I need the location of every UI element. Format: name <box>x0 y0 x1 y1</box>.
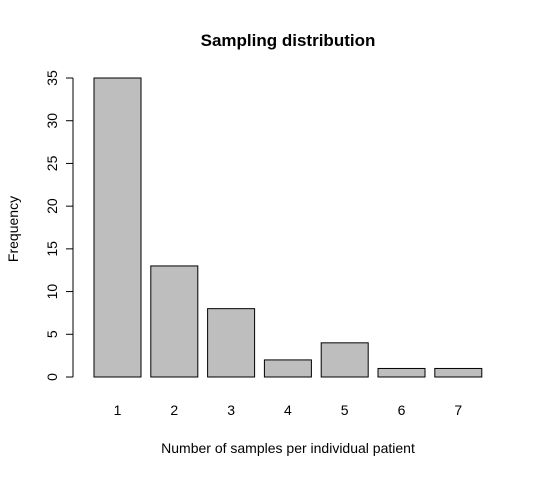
bar-4 <box>263 359 312 378</box>
x-axis-label: Number of samples per individual patient <box>161 440 415 456</box>
x-tick-label: 4 <box>284 402 292 418</box>
bar-7 <box>434 367 483 378</box>
x-tick-labels: 1 2 3 4 5 6 7 <box>114 402 463 418</box>
y-tick-label: 30 <box>44 113 60 129</box>
x-tick-label: 7 <box>454 402 462 418</box>
y-axis-label: Frequency <box>5 196 21 262</box>
bar-1 <box>93 77 142 378</box>
x-tick-label: 3 <box>227 402 235 418</box>
x-tick-label: 5 <box>341 402 349 418</box>
bar-5 <box>320 342 369 378</box>
x-tick-label: 2 <box>170 402 178 418</box>
y-tick-label: 15 <box>44 241 60 257</box>
x-tick-label: 1 <box>114 402 122 418</box>
chart-title: Sampling distribution <box>201 31 376 50</box>
y-tick-label: 25 <box>44 155 60 171</box>
y-axis: 0 5 10 15 20 25 30 35 <box>44 70 74 381</box>
y-tick-label: 35 <box>44 70 60 86</box>
y-tick-label: 0 <box>44 373 60 381</box>
y-tick-label: 5 <box>44 330 60 338</box>
bars <box>93 77 483 378</box>
bar-6 <box>377 367 426 378</box>
bar-3 <box>207 308 256 378</box>
bar-2 <box>150 265 199 378</box>
y-tick-label: 10 <box>44 284 60 300</box>
y-tick-label: 20 <box>44 198 60 214</box>
x-tick-label: 6 <box>398 402 406 418</box>
